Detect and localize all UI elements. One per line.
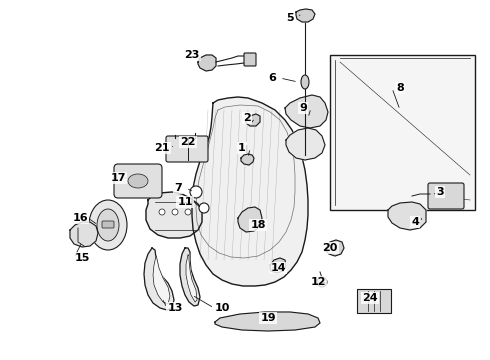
Polygon shape <box>326 240 344 256</box>
Text: 14: 14 <box>270 263 286 273</box>
Circle shape <box>172 209 178 215</box>
Text: 13: 13 <box>167 303 183 313</box>
Polygon shape <box>296 9 315 22</box>
FancyBboxPatch shape <box>244 53 256 66</box>
Polygon shape <box>238 207 262 232</box>
Polygon shape <box>215 312 320 331</box>
Text: 24: 24 <box>362 293 378 303</box>
Text: 18: 18 <box>250 220 266 230</box>
Text: 15: 15 <box>74 253 90 263</box>
Text: 10: 10 <box>214 303 230 313</box>
FancyBboxPatch shape <box>428 183 464 209</box>
FancyBboxPatch shape <box>102 221 114 228</box>
Circle shape <box>317 277 327 287</box>
Text: 4: 4 <box>411 217 419 227</box>
Text: 17: 17 <box>110 173 126 183</box>
Text: 9: 9 <box>299 103 307 113</box>
Circle shape <box>185 209 191 215</box>
Text: 22: 22 <box>180 137 196 147</box>
Polygon shape <box>192 97 308 286</box>
Circle shape <box>199 203 209 213</box>
Text: 23: 23 <box>184 50 200 60</box>
Polygon shape <box>286 128 325 160</box>
Text: 19: 19 <box>260 313 276 323</box>
Polygon shape <box>70 222 98 247</box>
Ellipse shape <box>89 200 127 250</box>
Polygon shape <box>186 255 197 302</box>
Circle shape <box>159 209 165 215</box>
Circle shape <box>190 186 202 198</box>
Text: 3: 3 <box>436 187 444 197</box>
Text: 8: 8 <box>396 83 404 93</box>
Text: 5: 5 <box>286 13 294 23</box>
Text: 6: 6 <box>268 73 276 83</box>
Text: 12: 12 <box>310 277 326 287</box>
Polygon shape <box>270 258 286 273</box>
Ellipse shape <box>301 75 309 89</box>
Polygon shape <box>246 114 260 126</box>
Text: 1: 1 <box>238 143 246 153</box>
Text: 21: 21 <box>154 143 170 153</box>
Text: 11: 11 <box>177 197 193 207</box>
Ellipse shape <box>97 209 119 241</box>
Polygon shape <box>180 248 200 306</box>
Polygon shape <box>198 55 216 71</box>
FancyBboxPatch shape <box>114 164 162 198</box>
Polygon shape <box>388 202 426 230</box>
FancyBboxPatch shape <box>330 55 475 210</box>
Text: 16: 16 <box>72 213 88 223</box>
Polygon shape <box>241 154 254 165</box>
Polygon shape <box>146 192 202 238</box>
FancyBboxPatch shape <box>357 289 391 313</box>
Polygon shape <box>153 256 170 304</box>
Text: 20: 20 <box>322 243 338 253</box>
Polygon shape <box>144 248 174 310</box>
Text: 2: 2 <box>243 113 251 123</box>
Text: 7: 7 <box>174 183 182 193</box>
FancyBboxPatch shape <box>166 136 208 162</box>
Ellipse shape <box>128 174 148 188</box>
Polygon shape <box>285 95 328 128</box>
